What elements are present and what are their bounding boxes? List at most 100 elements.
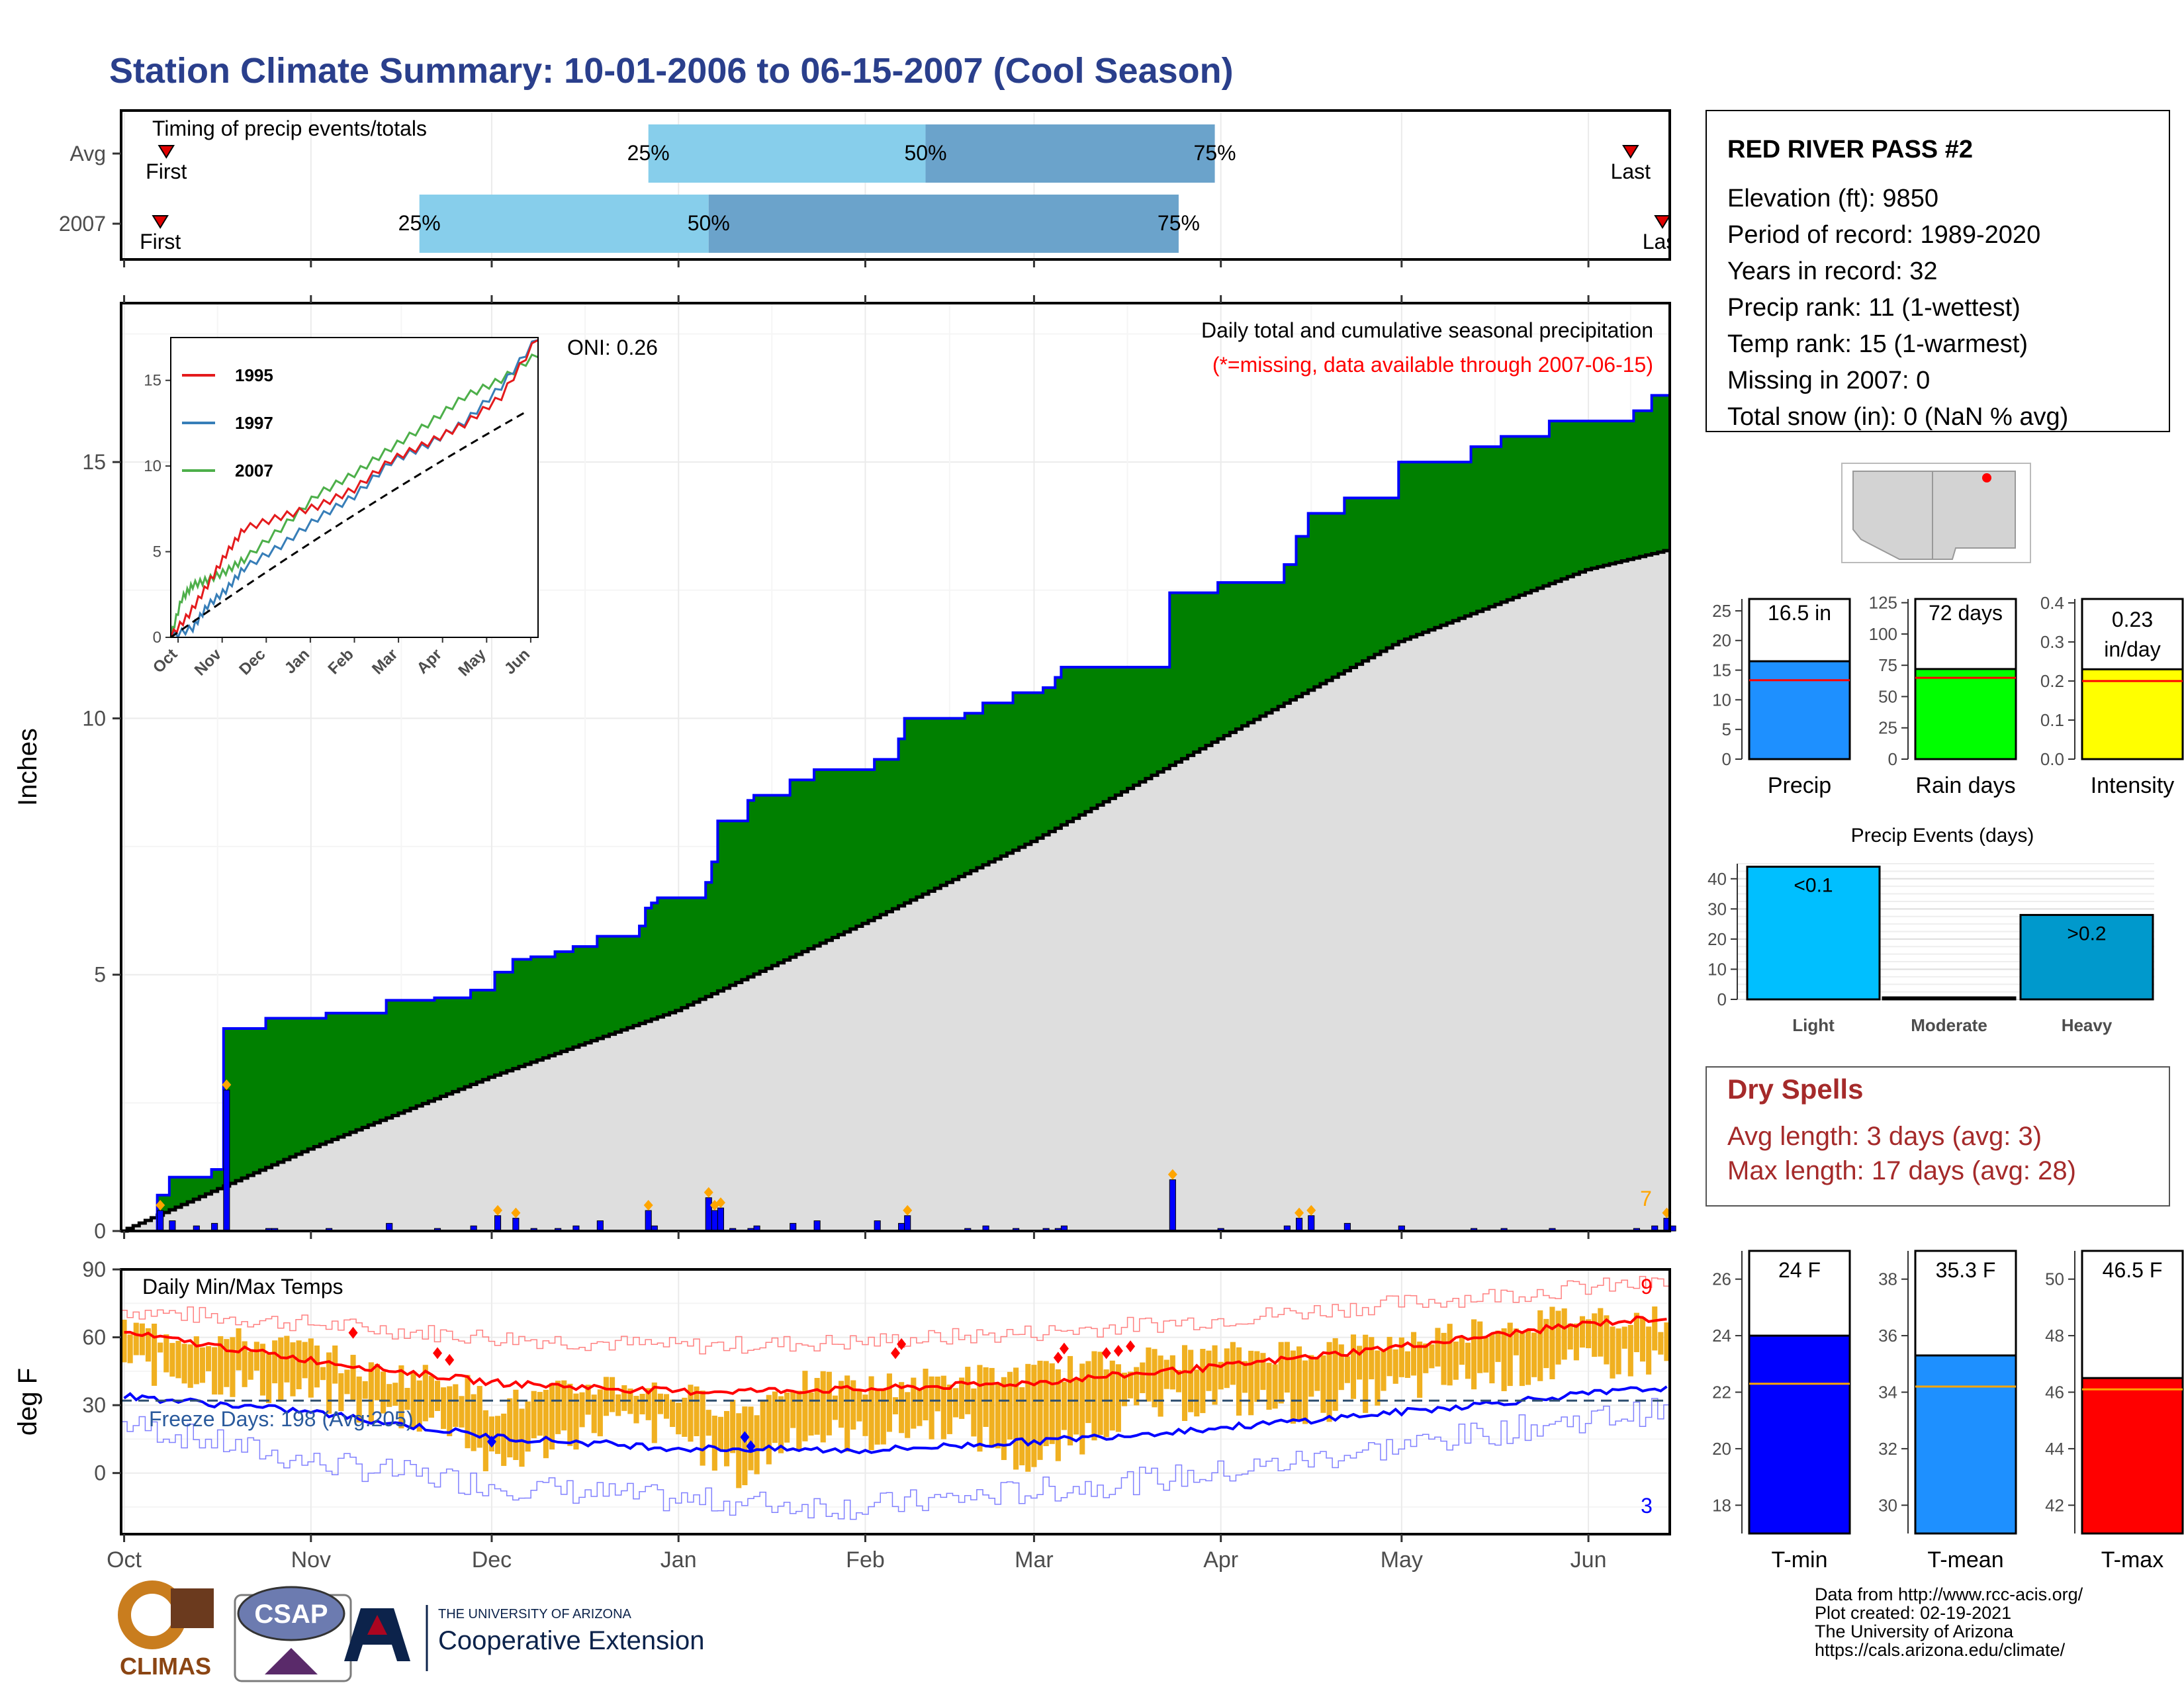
summary-ytick-label: 125: [1869, 593, 1897, 613]
heavy-event-marker: [1295, 1207, 1304, 1218]
timing-q50-label: 50%: [905, 141, 947, 165]
summary-bars: 0 5 10 15 20 25 16.5 in Precip 0 25 50 75 100 125 72 d…: [1712, 593, 2184, 798]
precip-ytick-label: 15: [82, 450, 106, 474]
daily-temp-bar: [169, 1343, 175, 1377]
daily-temp-bar: [236, 1328, 242, 1371]
daily-temp-bar: [808, 1392, 814, 1436]
timing-panel: 25% 50% 75% First Last Avg 25% 50% 75% First Last 2…: [59, 109, 1671, 261]
daily-temp-bar: [1248, 1350, 1254, 1416]
temp-ytick-label: 90: [82, 1257, 106, 1281]
daily-temp-bar: [983, 1367, 989, 1427]
daily-temp-bar: [1073, 1378, 1079, 1435]
summary-ytick-label: 0: [1888, 749, 1897, 769]
daily-temp-bar: [447, 1386, 453, 1437]
inset-legend-label: 1997: [235, 413, 273, 433]
credits: Data from http://www.rcc-acis.org/Plot c…: [1815, 1584, 2083, 1660]
precip-ytick-label: 10: [82, 706, 106, 730]
daily-temp-bar: [874, 1389, 880, 1445]
credit-line: The University of Arizona: [1815, 1622, 2014, 1641]
daily-temp-bar: [1435, 1328, 1441, 1367]
daily-temp-bar: [1633, 1312, 1639, 1353]
daily-temp-bar: [531, 1391, 537, 1439]
daily-temp-bar: [1169, 1355, 1175, 1390]
daily-temp-bar: [1513, 1328, 1519, 1355]
timing-q75-label: 75%: [1194, 141, 1236, 165]
normal-cumulative-area: [121, 551, 1670, 1232]
daily-temp-bar: [1338, 1344, 1344, 1391]
precip-panel: 0 5 10 15 Inches ONI: 0.26 Daily total and …: [13, 259, 1676, 1243]
daily-temp-bar: [832, 1395, 839, 1420]
daily-temp-bar: [1158, 1355, 1163, 1417]
temp-summary-ytick-label: 26: [1712, 1269, 1731, 1289]
daily-temp-bar: [1483, 1338, 1489, 1373]
record-high-marker: [1059, 1342, 1069, 1355]
temp-summary-ytick-label: 20: [1712, 1439, 1731, 1459]
daily-temp-bar: [1489, 1334, 1495, 1384]
daily-temp-bar: [663, 1394, 670, 1419]
daily-temp-bar: [1236, 1347, 1242, 1416]
daily-temp-bar: [290, 1342, 296, 1396]
daily-temp-bar: [1417, 1342, 1423, 1398]
first-label: First: [146, 160, 187, 183]
daily-temp-bar: [965, 1367, 971, 1414]
events-ytick-label: 0: [1717, 989, 1727, 1009]
daily-temp-bar: [1501, 1328, 1507, 1391]
daily-temp-bar: [1350, 1334, 1357, 1399]
daily-temp-bar: [1296, 1346, 1302, 1422]
daily-temp-bar: [1091, 1351, 1097, 1441]
daily-temp-bar: [1381, 1349, 1387, 1391]
daily-temp-bar: [1579, 1316, 1586, 1348]
daily-temp-bar: [163, 1334, 169, 1373]
temp-summary-bars: 18 20 22 24 26 24 F T-min 30 32 34 36 38 35.3 F T-mea…: [1712, 1250, 2184, 1573]
daily-temp-bar: [862, 1394, 868, 1436]
oni-label: ONI: 0.26: [567, 336, 658, 359]
station-info-line: Missing in 2007: 0: [1727, 367, 1930, 394]
daily-temp-bar: [1055, 1369, 1061, 1461]
daily-temp-bar: [591, 1394, 597, 1434]
daily-temp-bar: [603, 1377, 610, 1416]
station-info-line: Elevation (ft): 9850: [1727, 185, 1938, 212]
daily-temp-bar: [1188, 1349, 1194, 1412]
timing-q75-label: 75%: [1158, 211, 1200, 235]
logos: CLIMAS CSAP THE UNIVERSITY OF ARIZONA Co…: [118, 1580, 704, 1682]
timing-bar-q25-q50: [419, 195, 709, 253]
heavy-event-marker: [704, 1187, 713, 1198]
daily-temp-bar: [724, 1410, 730, 1467]
daily-temp-bar: [193, 1336, 199, 1385]
daily-temp-bar: [651, 1382, 657, 1443]
daily-temp-bar: [892, 1397, 899, 1414]
timing-bar-q50-q75: [925, 124, 1215, 183]
daily-temp-bar: [1284, 1342, 1290, 1393]
daily-temp-bar: [145, 1328, 152, 1362]
daily-temp-bar: [465, 1375, 471, 1449]
end-count-label: 7: [1640, 1187, 1652, 1211]
precip-events-chart: Precip Events (days) 0 10 20 30 40 <0.1 Light M…: [1707, 825, 2154, 1035]
timing-bar-q25-q50: [648, 124, 926, 183]
daily-temp-bar: [700, 1391, 705, 1466]
record-max-line: [121, 1275, 1670, 1355]
timing-row-label: 2007: [59, 212, 106, 236]
daily-temp-bar: [525, 1401, 531, 1452]
daily-temp-bar: [610, 1377, 615, 1412]
inset-legend-label: 2007: [235, 461, 273, 480]
events-title: Precip Events (days): [1851, 825, 2034, 846]
daily-temp-bar: [356, 1376, 362, 1423]
daily-temp-bar: [338, 1373, 344, 1412]
station-info-line: Temp rank: 15 (1-warmest): [1727, 330, 2028, 358]
temp-summary-value-label: 35.3 F: [1936, 1258, 1996, 1282]
daily-temp-bar: [1471, 1319, 1477, 1390]
last-event-marker: [1654, 215, 1670, 229]
daily-temp-bar: [989, 1367, 995, 1448]
low-count-label: 3: [1641, 1494, 1653, 1518]
daily-temp-bar: [1007, 1371, 1013, 1440]
daily-temp-bar: [459, 1396, 465, 1428]
heavy-event-marker: [1306, 1205, 1316, 1216]
daily-temp-bar: [1404, 1351, 1410, 1378]
month-tick-label: Nov: [291, 1547, 331, 1573]
events-bar: [2019, 913, 2154, 1001]
record-high-marker: [1101, 1347, 1111, 1359]
daily-temp-bar: [1254, 1351, 1260, 1402]
daily-temp-bar: [181, 1344, 187, 1384]
daily-temp-bar: [434, 1381, 441, 1411]
